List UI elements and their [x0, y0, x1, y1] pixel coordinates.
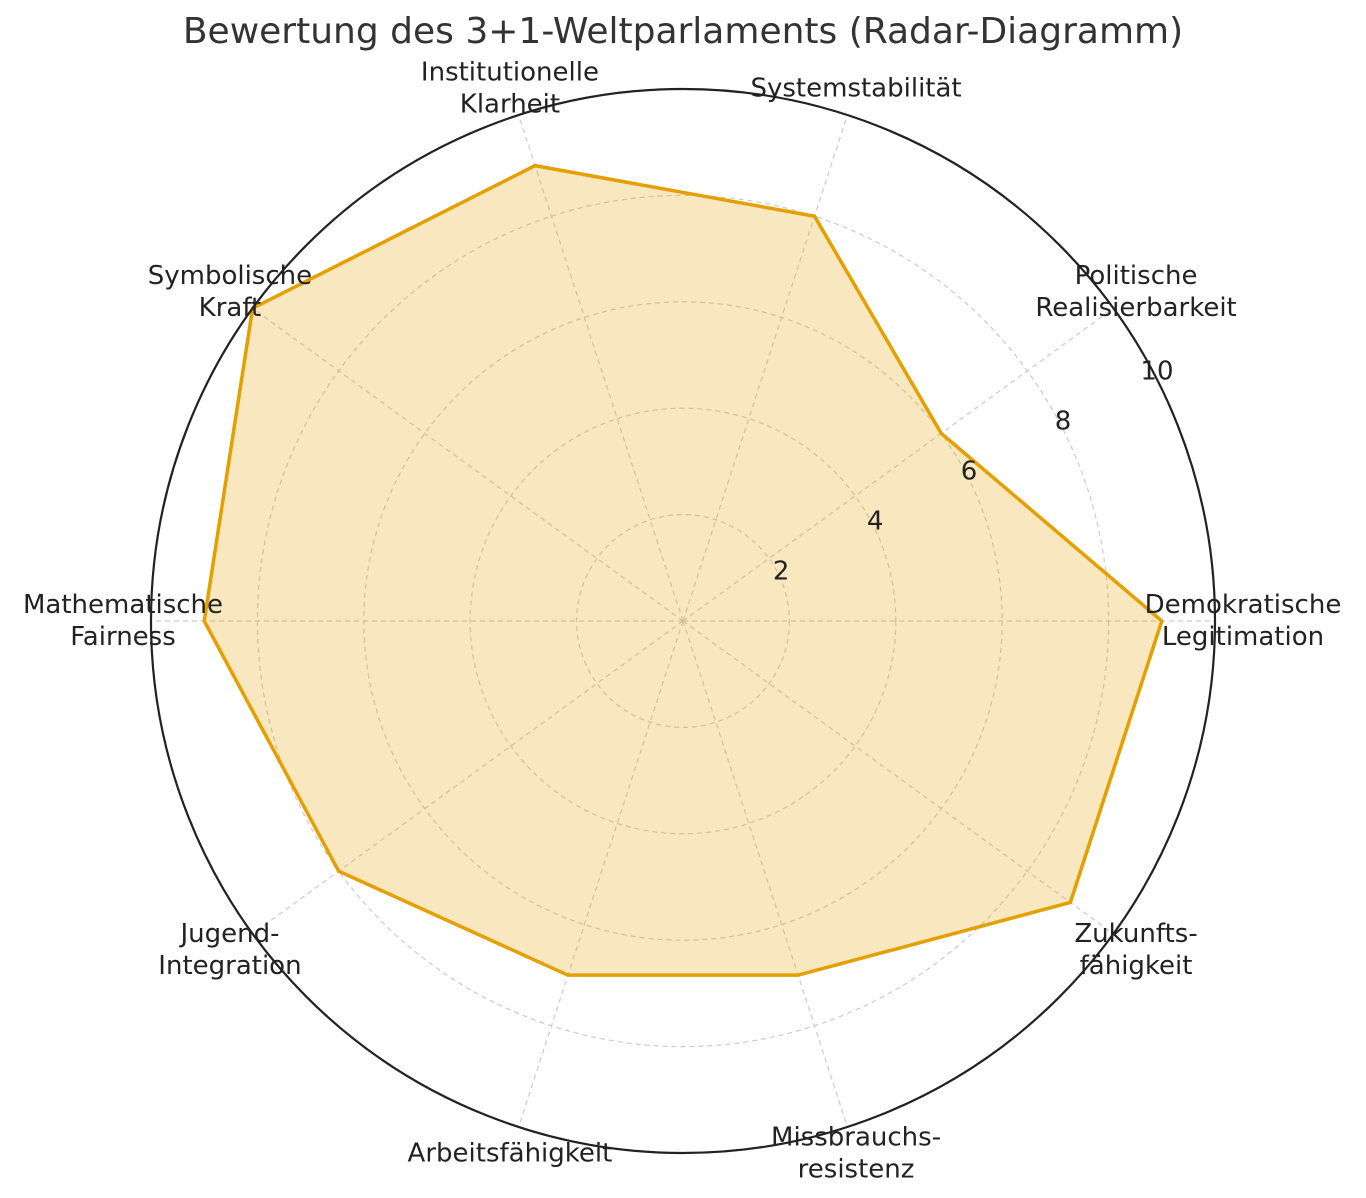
r-tick-label: 8	[1055, 407, 1072, 437]
spoke	[252, 620, 684, 935]
spoke	[518, 620, 684, 1128]
grid-circle	[469, 407, 897, 835]
category-label-line: Demokratische	[1145, 590, 1342, 620]
spoke	[682, 307, 1114, 622]
category-label: Arbeitsfähigkeit	[408, 1138, 613, 1168]
category-label-line: Systemstabilität	[750, 73, 961, 103]
spoke	[682, 620, 848, 1128]
category-label-line: Realisierbarkeit	[1035, 292, 1236, 322]
category-label: Politische Realisierbarkeit	[1035, 260, 1236, 322]
category-label: Systemstabilität	[750, 73, 961, 103]
category-label-line: Kraft	[199, 292, 262, 322]
category-label-line: Mathematische	[23, 590, 223, 620]
category-label-line: Missbrauchs-	[771, 1122, 941, 1152]
spoke	[682, 620, 1114, 935]
category-label: Mathematische Fairness	[23, 590, 223, 652]
category-label-line: Politische	[1075, 260, 1198, 290]
category-label-line: Jugend-	[178, 919, 279, 949]
category-label: Demokratische Legitimation	[1145, 590, 1342, 652]
category-label: Zukunfts-fähigkeit	[1074, 919, 1197, 981]
category-label: Jugend-Integration	[158, 919, 301, 981]
spoke	[682, 114, 848, 622]
category-label-line: Arbeitsfähigkeit	[408, 1138, 613, 1168]
category-label-line: fähigkeit	[1080, 951, 1193, 981]
r-tick-label: 10	[1140, 357, 1173, 387]
r-tick-label: 6	[961, 457, 978, 487]
category-label: Missbrauchs-resistenz	[771, 1122, 941, 1184]
r-tick-label: 4	[867, 507, 884, 537]
category-label-line: Zukunfts-	[1074, 919, 1197, 949]
r-tick-label: 2	[773, 556, 790, 586]
category-label-line: Symbolische	[148, 260, 312, 290]
radar-area	[202, 163, 1164, 977]
category-label-line: Legitimation	[1162, 622, 1324, 652]
category-label-line: Fairness	[70, 622, 176, 652]
chart-title: Bewertung des 3+1-Weltparlaments (Radar-…	[183, 11, 1183, 52]
spoke	[252, 307, 684, 622]
grid-circle	[575, 513, 790, 728]
category-label-line: resistenz	[798, 1154, 915, 1184]
category-label-line: Integration	[158, 951, 301, 981]
category-label-line: Institutionelle	[421, 57, 599, 87]
category-label: Institutionelle Klarheit	[421, 57, 599, 119]
spoke	[518, 114, 684, 622]
frame	[149, 87, 1217, 1155]
category-label-line: Klarheit	[460, 89, 560, 119]
category-label: Symbolische Kraft	[148, 260, 312, 322]
